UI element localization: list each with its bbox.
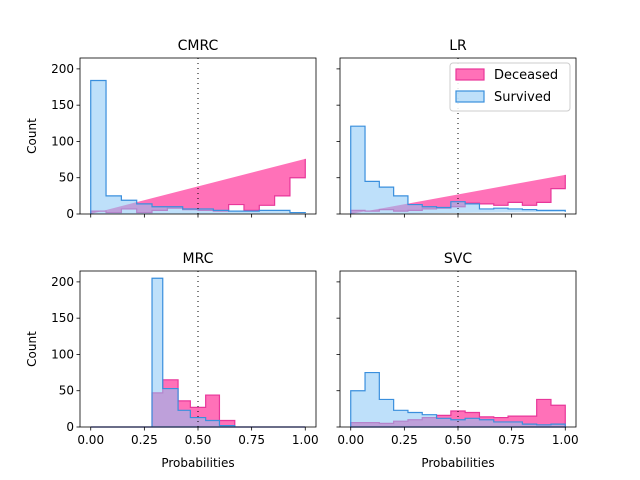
x-tick-label: 0.75: [238, 433, 265, 447]
x-axis-label: Probabilities: [421, 456, 494, 470]
legend-swatch-survived: [455, 90, 485, 103]
y-tick-label: 150: [51, 98, 74, 112]
x-tick-label: 0.00: [77, 433, 104, 447]
x-tick-label: 0.25: [391, 433, 418, 447]
y-axis-label: Count: [25, 331, 39, 367]
x-tick-label: 0.50: [445, 433, 472, 447]
x-tick-label: 0.25: [131, 433, 158, 447]
y-tick-label: 200: [51, 62, 74, 76]
y-tick-label: 100: [51, 347, 74, 361]
legend-label-deceased: Deceased: [494, 68, 558, 83]
histogram-survived: [350, 371, 566, 428]
y-tick-label: 50: [59, 384, 74, 398]
legend-label-survived: Survived: [494, 90, 551, 105]
panel-title: LR: [449, 38, 467, 54]
x-tick-label: 0.50: [185, 433, 212, 447]
legend: Deceased Survived: [449, 62, 571, 112]
panel-title: MRC: [183, 251, 214, 267]
y-tick-label: 0: [66, 207, 74, 221]
panel-lr: LR: [336, 38, 577, 218]
y-tick-label: 100: [51, 134, 74, 148]
y-tick-label: 150: [51, 311, 74, 325]
x-tick-label: 0.75: [498, 433, 525, 447]
y-tick-label: 50: [59, 171, 74, 185]
panel-title: SVC: [444, 251, 472, 267]
panel-mrc: 0 50 100 150 200 0.00 0.25 0.50 0.75 1.00 MRC Count…: [25, 251, 319, 470]
y-axis-label: Count: [25, 118, 39, 154]
axes-frame: [79, 270, 317, 428]
x-tick-label: 0.00: [337, 433, 364, 447]
panel-cmrc: 0 50 100 150 200 CMRC Count: [25, 38, 317, 221]
x-tick-label: 1.00: [552, 433, 579, 447]
histogram-survived: [90, 79, 306, 214]
y-tick-label: 200: [51, 275, 74, 289]
x-axis-label: Probabilities: [161, 456, 234, 470]
histogram-survived: [350, 125, 566, 214]
panel-title: CMRC: [178, 38, 219, 54]
x-tick-label: 1.00: [292, 433, 319, 447]
y-tick-label: 0: [66, 420, 74, 434]
histogram-survived: [90, 277, 306, 428]
panel-svc: 0.00 0.25 0.50 0.75 1.00 SVC Probabilities: [336, 251, 579, 470]
legend-swatch-deceased: [455, 68, 485, 81]
